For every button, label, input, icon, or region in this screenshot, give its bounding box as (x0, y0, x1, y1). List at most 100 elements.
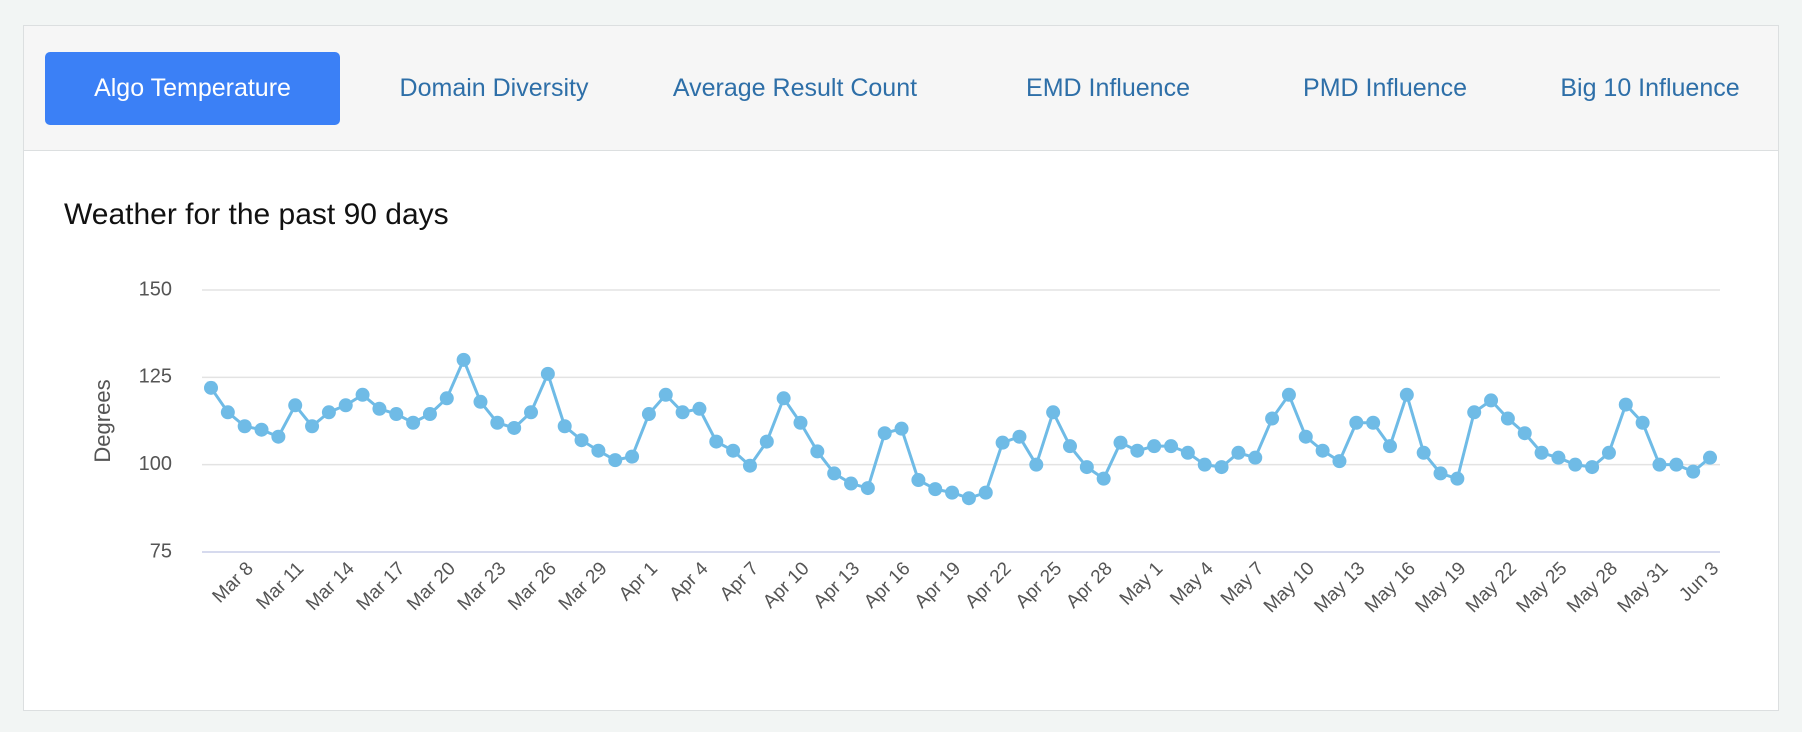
point (810, 444, 825, 459)
x-tick-label: Apr 4 (666, 558, 713, 605)
point (658, 387, 673, 402)
point (1113, 435, 1128, 450)
point (1450, 471, 1465, 486)
x-tick-label: Apr 10 (759, 558, 813, 612)
point (1484, 393, 1499, 408)
line (209, 355, 1711, 500)
x-tick-label: Apr 13 (810, 558, 864, 612)
x-tick-label: May 13 (1310, 558, 1369, 617)
point (406, 415, 421, 430)
tab[interactable]: EMD Influence (1026, 74, 1190, 102)
y-axis-label: Degrees (90, 379, 115, 462)
point (1618, 397, 1633, 412)
point (759, 434, 774, 449)
point (1029, 457, 1044, 472)
x-tick-label: May 10 (1260, 558, 1319, 617)
point (422, 407, 437, 422)
tab[interactable]: Domain Diversity (399, 74, 589, 102)
x-tick-label: May 19 (1412, 558, 1471, 617)
point (1062, 439, 1077, 454)
x-tick-label: Apr 28 (1062, 558, 1116, 612)
x-tick-label: May 4 (1166, 558, 1218, 610)
point (1703, 450, 1717, 465)
point (1551, 450, 1566, 465)
y-tick-label: 125 (139, 366, 172, 388)
point (1669, 457, 1684, 472)
point (827, 466, 842, 481)
point (1568, 457, 1583, 472)
tab[interactable]: Big 10 Influence (1560, 74, 1740, 102)
chart-title: Weather for the past 90 days (64, 198, 449, 231)
x-tick-label: May 25 (1513, 558, 1572, 617)
x-tick-label: Apr 19 (911, 558, 965, 612)
point (557, 419, 572, 434)
x-tick-label: May 22 (1462, 558, 1521, 617)
point (1500, 411, 1515, 426)
point (844, 476, 859, 491)
x-tick-label: Mar 11 (253, 558, 309, 614)
point (473, 394, 488, 409)
point (945, 485, 960, 500)
point (1585, 460, 1600, 475)
point (1197, 457, 1212, 472)
point (1399, 387, 1414, 402)
x-tick-label: Apr 16 (860, 558, 914, 612)
point (1248, 450, 1263, 465)
point (675, 405, 690, 420)
x-tick-label: May 28 (1563, 558, 1622, 617)
point (591, 443, 606, 458)
point (372, 401, 387, 416)
point (928, 482, 943, 497)
tab[interactable]: Average Result Count (672, 74, 918, 102)
point (389, 407, 404, 422)
point (355, 387, 370, 402)
point (1214, 460, 1229, 475)
point (1012, 429, 1027, 444)
x-tick-label: Mar 14 (302, 558, 359, 615)
point (1416, 445, 1431, 460)
point (1332, 454, 1347, 469)
point (1231, 445, 1246, 460)
point (726, 443, 741, 458)
tab[interactable]: Algo Temperature (45, 52, 340, 125)
point (1467, 405, 1482, 420)
point (625, 449, 640, 464)
point (641, 407, 656, 422)
point (608, 453, 623, 468)
point (1298, 429, 1313, 444)
point (692, 401, 707, 416)
point (961, 491, 976, 506)
point (1164, 439, 1179, 454)
point (254, 422, 269, 437)
point (1130, 443, 1145, 458)
point (321, 405, 336, 420)
point (271, 429, 286, 444)
point (1382, 439, 1397, 454)
point (1315, 443, 1330, 458)
point (742, 458, 757, 473)
point (456, 352, 471, 367)
point (877, 426, 892, 441)
x-tick-label: Mar 17 (353, 558, 410, 615)
point (524, 405, 539, 420)
point (1635, 415, 1650, 430)
point (1433, 466, 1448, 481)
point (288, 398, 303, 413)
point (540, 366, 555, 381)
x-tick-label: Mar 29 (555, 558, 612, 615)
x-tick-label: Apr 7 (716, 558, 763, 605)
point (574, 433, 589, 448)
x-tick-label: Jun 3 (1675, 558, 1723, 606)
x-tick-label: May 31 (1614, 558, 1673, 617)
point (1652, 457, 1667, 472)
point (439, 391, 454, 406)
x-tick-label: Apr 1 (615, 558, 662, 605)
tab[interactable]: PMD Influence (1303, 74, 1467, 102)
y-tick-label: 150 (139, 278, 172, 300)
point (1180, 445, 1195, 460)
x-tick-label: Mar 23 (454, 558, 511, 615)
point (1147, 439, 1162, 454)
y-tick-label: 100 (139, 453, 172, 475)
card: Algo Temperature Domain Diversity Average … (23, 25, 1779, 711)
